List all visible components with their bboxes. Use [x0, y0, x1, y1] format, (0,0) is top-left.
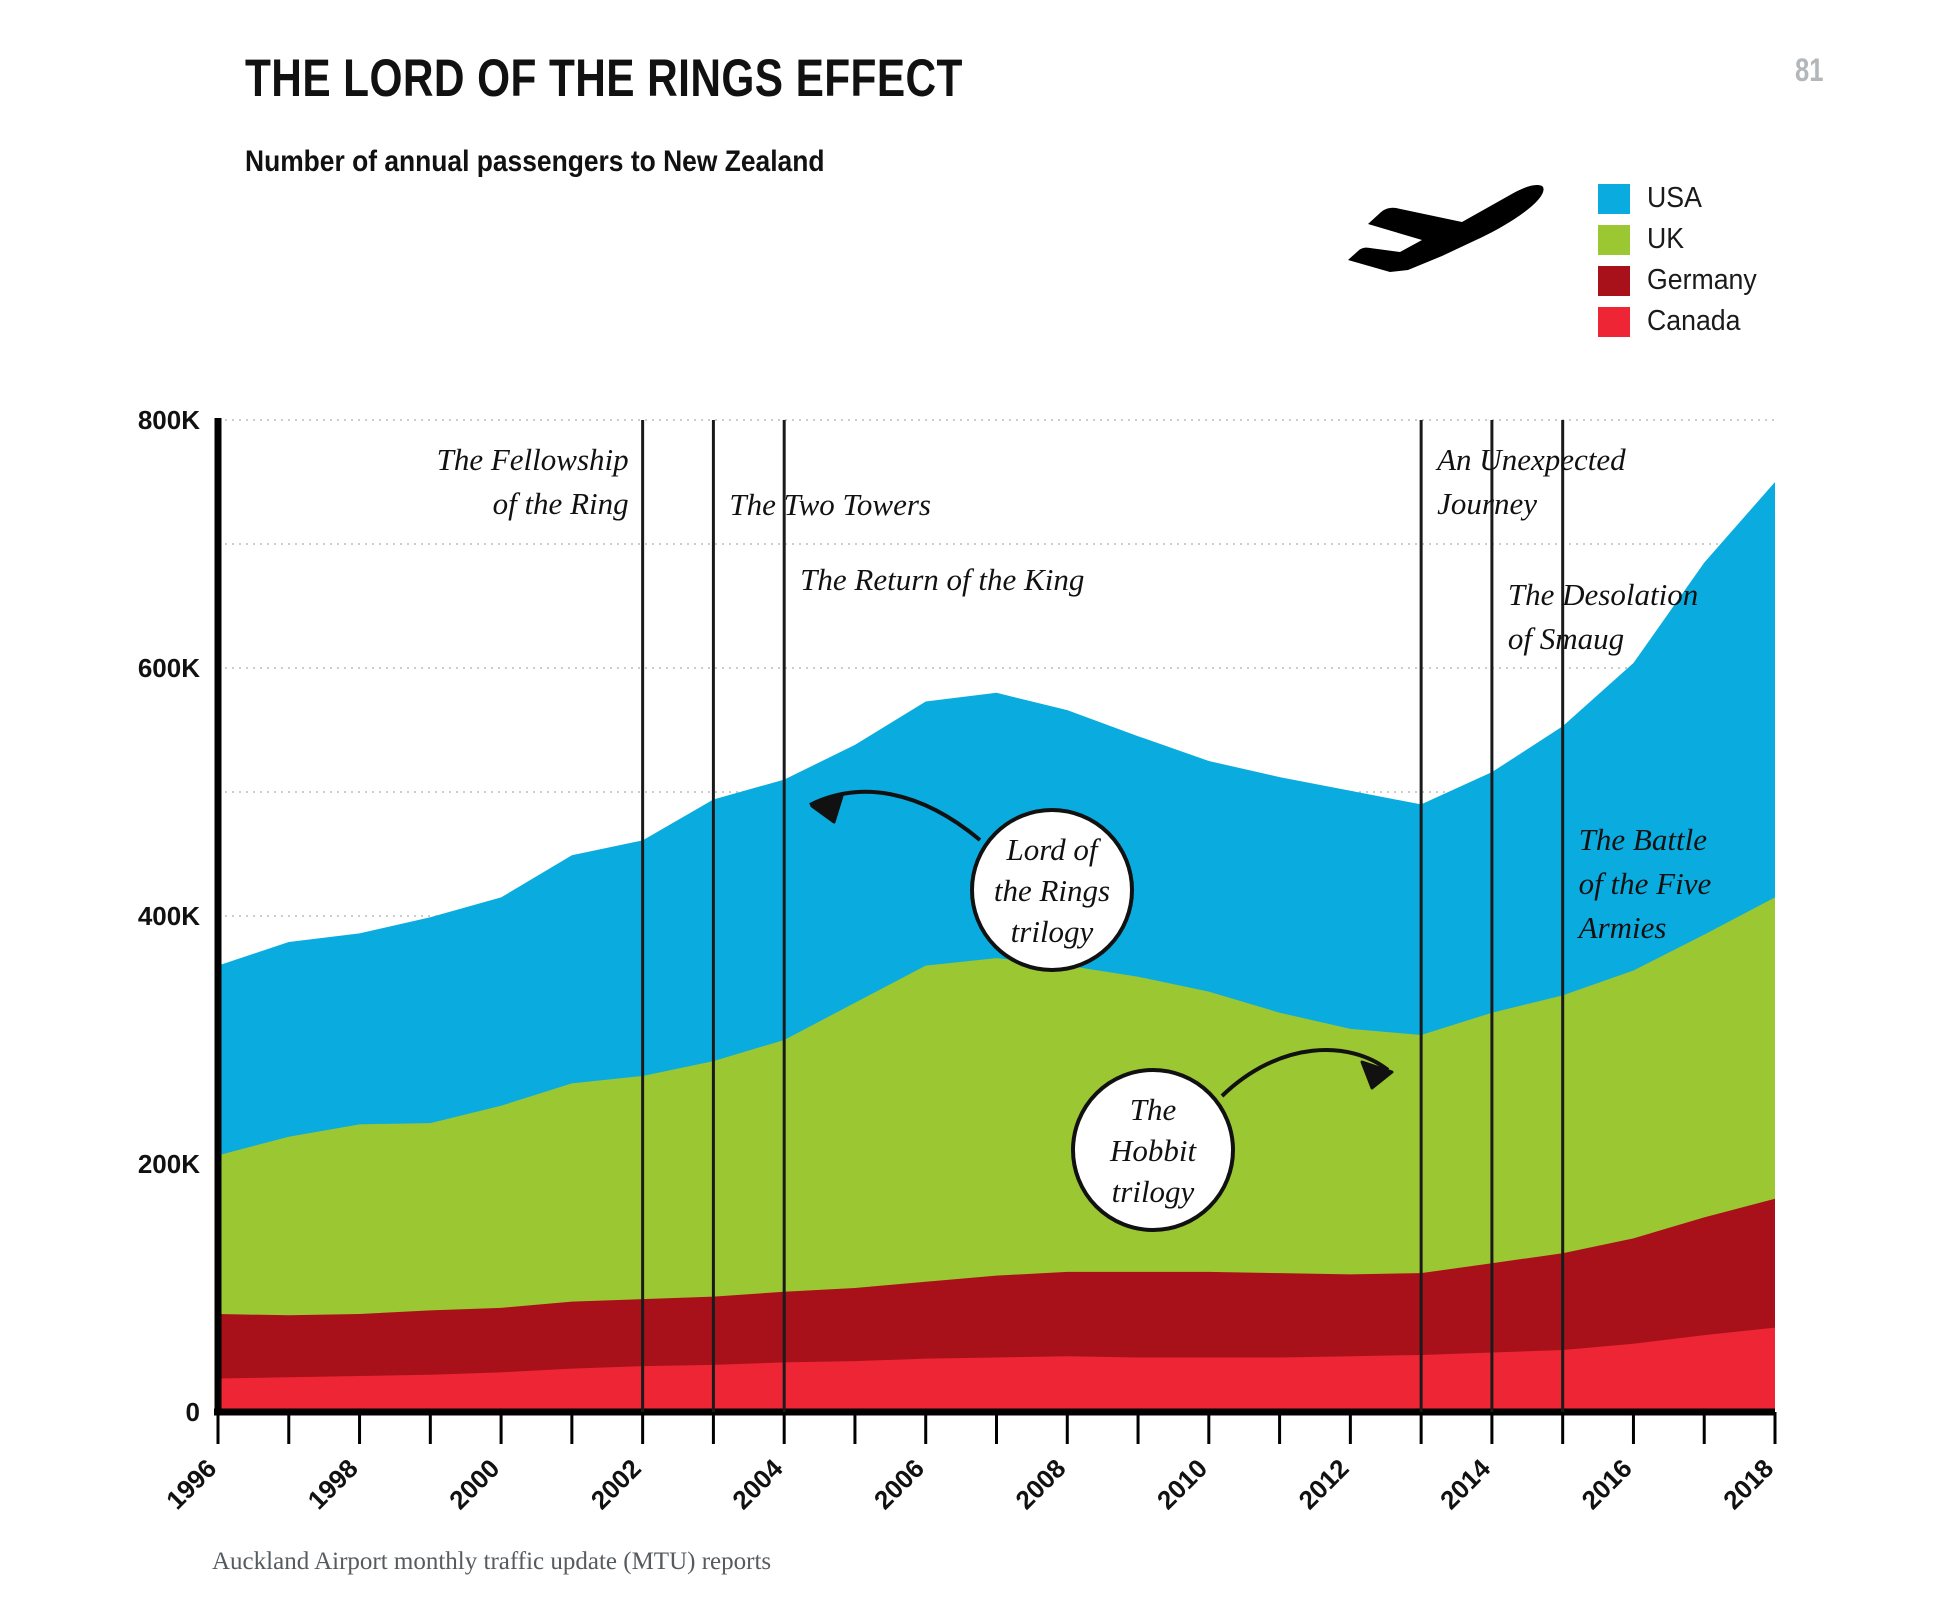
callout-text-hobbit: The [1130, 1092, 1177, 1127]
legend-swatch-usa [1598, 183, 1630, 214]
x-tick-label-2006: 2006 [868, 1453, 930, 1515]
event-label-2004: The Return of the King [800, 562, 1084, 597]
page-title: THE LORD OF THE RINGS EFFECT [245, 49, 963, 108]
x-tick-label-2000: 2000 [443, 1453, 505, 1515]
event-label-2014: of Smaug [1508, 621, 1624, 656]
x-tick-label-2010: 2010 [1151, 1453, 1213, 1515]
event-label-2013: An Unexpected [1435, 442, 1626, 477]
x-tick-label-1996: 1996 [160, 1453, 222, 1515]
source-note: Auckland Airport monthly traffic update … [212, 1548, 772, 1575]
event-label-2014: The Desolation [1508, 577, 1698, 612]
callout-bubble-lotr [970, 808, 1134, 972]
x-tick-label-2004: 2004 [726, 1453, 788, 1515]
legend-swatch-uk [1598, 224, 1630, 255]
callout-arrowhead-hobbit [1360, 1060, 1394, 1090]
legend-item-uk: UK [1598, 219, 1766, 260]
callout-arrow-hobbit [1220, 1048, 1390, 1098]
x-tick-label-2016: 2016 [1576, 1453, 1638, 1515]
area-series-canada [218, 1327, 1775, 1412]
y-tick-label: 400K [138, 901, 200, 931]
legend-label-usa: USA [1647, 182, 1702, 214]
event-label-2015: The Battle [1579, 822, 1708, 857]
callout-text-hobbit: Hobbit [1109, 1133, 1198, 1168]
event-marker-lines [641, 420, 1565, 1412]
legend-swatch-germany [1598, 265, 1630, 296]
legend-label-canada: Canada [1647, 305, 1741, 337]
legend-item-canada: Canada [1598, 301, 1766, 342]
x-tick-label-1998: 1998 [302, 1453, 364, 1515]
x-axis-tick-labels: 1996 1998 2000 2002 2004 2006 2008 2010 2012 2014… [160, 1412, 1779, 1515]
x-tick-label-2002: 2002 [585, 1453, 647, 1515]
legend-item-usa: USA [1598, 178, 1766, 219]
callout-bubble-hobbit [1071, 1068, 1235, 1232]
x-tick-label-2012: 2012 [1292, 1453, 1354, 1515]
callout-arrowhead-lotr [810, 794, 844, 824]
event-label-2013: Journey [1437, 486, 1537, 521]
page-subtitle: Number of annual passengers to New Zeala… [245, 145, 825, 178]
event-label-2003: The Two Towers [729, 487, 931, 522]
x-tick-label-2014: 2014 [1434, 1453, 1496, 1515]
event-label-2002: The Fellowship [437, 442, 629, 477]
chart-callouts: Lord of the Rings trilogy The Hobbit trilogy [809, 789, 1394, 1232]
airplane-takeoff-icon [1330, 178, 1550, 278]
legend-item-germany: Germany [1598, 260, 1766, 301]
legend-label-germany: Germany [1647, 264, 1757, 296]
y-tick-label: 200K [138, 1149, 200, 1179]
x-tick-label-2018: 2018 [1717, 1453, 1779, 1515]
chart-axes [214, 418, 1775, 1416]
x-tick-label-2008: 2008 [1009, 1453, 1071, 1515]
page-number: 81 [1795, 52, 1824, 88]
callout-text-lotr: the Rings [994, 873, 1110, 908]
y-axis-tick-labels: 0 200K 400K 600K 800K [138, 405, 200, 1427]
callout-text-lotr: trilogy [1011, 914, 1094, 949]
legend: USA UK Germany Canada [1598, 178, 1766, 342]
legend-label-uk: UK [1647, 223, 1685, 255]
event-marker-labels: The Fellowship of the Ring The Two Towers T… [437, 442, 1712, 945]
legend-swatch-canada [1598, 306, 1630, 337]
event-label-2015: Armies [1577, 910, 1667, 945]
event-label-2002: of the Ring [493, 486, 629, 521]
y-tick-label: 0 [186, 1397, 200, 1427]
callout-arrow-lotr [809, 789, 982, 842]
y-tick-label: 800K [138, 405, 200, 435]
callout-text-hobbit: trilogy [1112, 1174, 1195, 1209]
y-tick-label: 600K [138, 653, 200, 683]
event-label-2015: of the Five [1579, 866, 1712, 901]
callout-text-lotr: Lord of [1005, 832, 1101, 867]
